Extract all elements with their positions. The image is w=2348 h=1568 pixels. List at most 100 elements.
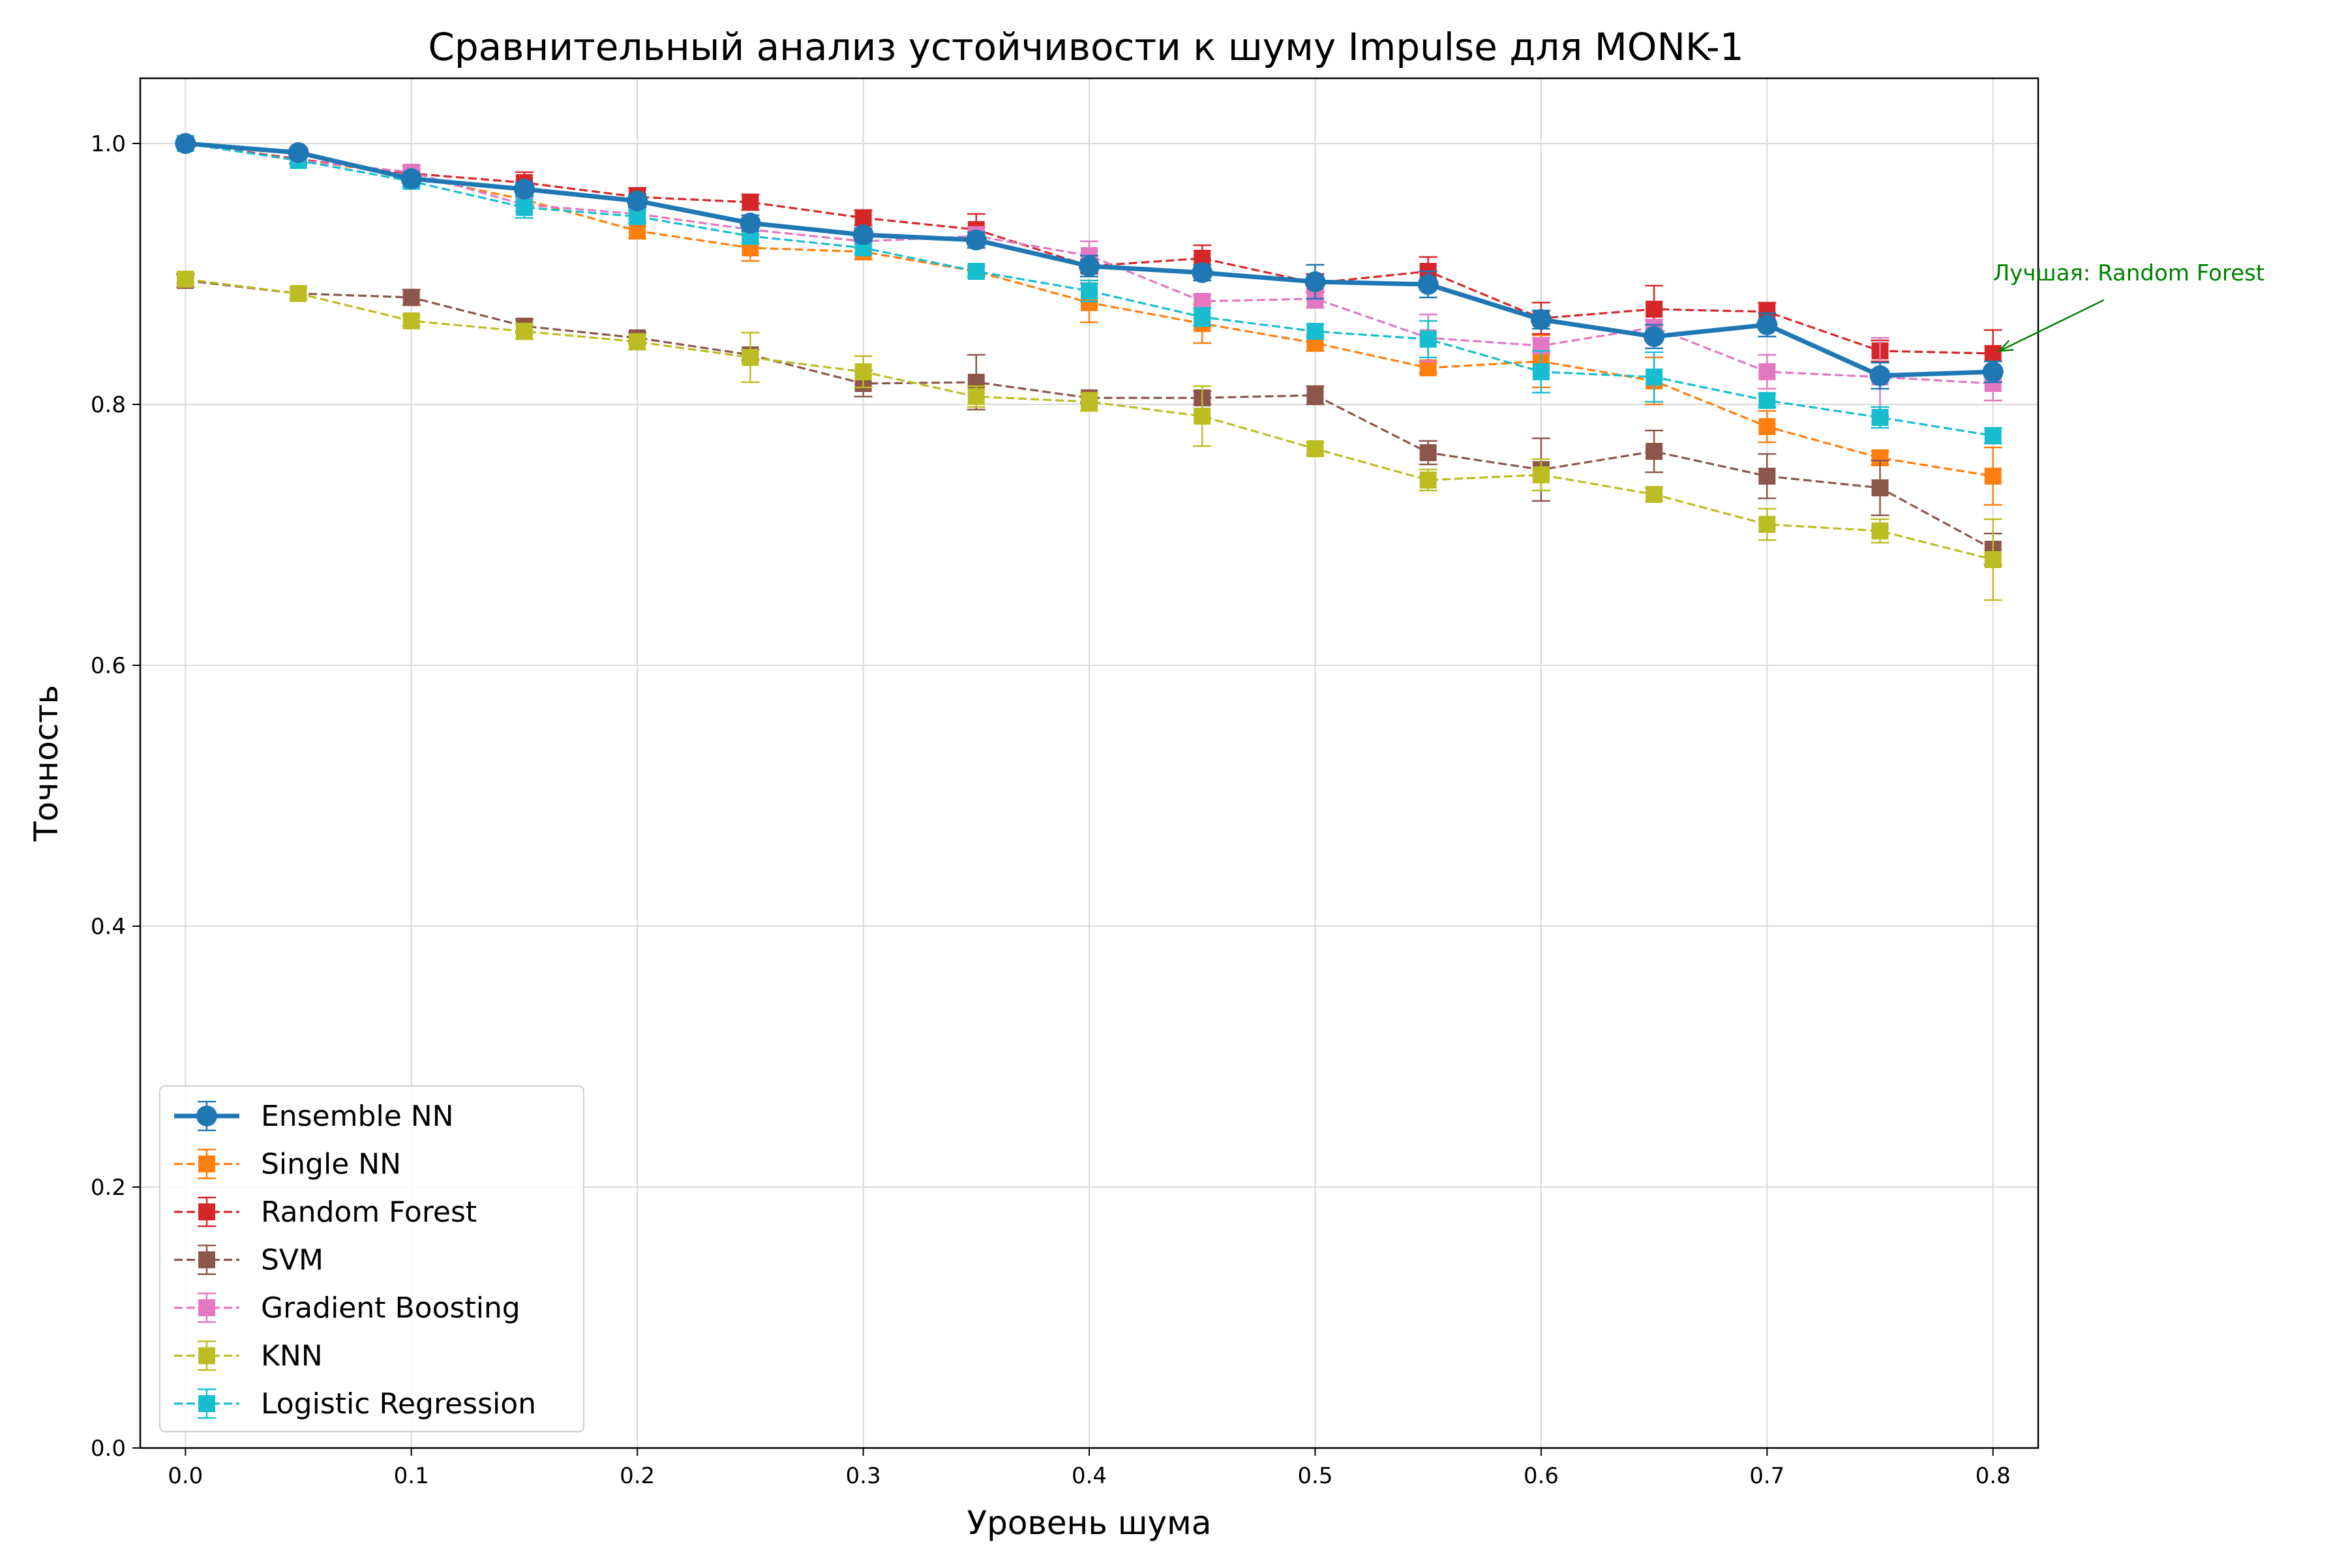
data-point [1871, 479, 1889, 496]
legend-label: Logistic Regression [261, 1387, 536, 1421]
legend-marker [198, 1251, 215, 1269]
legend-label: Single NN [261, 1148, 401, 1181]
series-ensemble-nn [175, 133, 2004, 390]
legend-marker [198, 1395, 215, 1412]
data-point [1530, 309, 1552, 330]
data-point [1419, 331, 1437, 348]
annotation: Лучшая: Random Forest [1993, 260, 2265, 352]
data-point [965, 230, 987, 250]
data-point [1982, 361, 2004, 382]
data-point [1079, 256, 1100, 277]
legend: Ensemble NN Single NN Random Forest SVM Grad… [159, 1085, 584, 1432]
legend-item: Random Forest [174, 1196, 477, 1229]
series-line [185, 278, 1994, 561]
data-point [175, 133, 196, 154]
data-point [177, 271, 194, 288]
data-point [515, 199, 533, 216]
chart-title: Сравнительный анализ устойчивости к шуму… [428, 25, 1743, 69]
data-point [1306, 440, 1324, 457]
y-tick-label: 0.2 [91, 1175, 126, 1201]
data-point [742, 194, 759, 211]
data-point [1646, 486, 1663, 503]
x-tick-label: 0.0 [168, 1463, 203, 1489]
data-point [1984, 468, 2002, 485]
y-tick-label: 0.8 [91, 392, 126, 418]
data-point [1417, 274, 1439, 295]
series-knn [176, 271, 2002, 601]
legend-item: Gradient Boosting [174, 1291, 520, 1325]
data-point [1646, 301, 1663, 318]
data-point [1984, 427, 2002, 444]
legend-box [159, 1085, 584, 1432]
data-point [1869, 365, 1891, 386]
data-point [1306, 387, 1324, 404]
data-point [402, 289, 420, 306]
data-point [629, 222, 646, 239]
y-axis-label: Точность [27, 685, 65, 842]
data-point [1644, 326, 1665, 347]
data-point [1758, 516, 1776, 533]
y-tick-label: 1.0 [91, 131, 126, 157]
annotation-arrowhead [1997, 340, 2014, 352]
data-point [627, 190, 648, 211]
data-point [1192, 262, 1213, 283]
data-point [1194, 293, 1211, 310]
data-point [1081, 282, 1098, 299]
data-point [400, 168, 422, 189]
data-point [515, 323, 533, 340]
data-point [290, 285, 307, 302]
y-tick-label: 0.0 [91, 1436, 126, 1462]
legend-label: Ensemble NN [261, 1100, 454, 1133]
data-point [1306, 323, 1324, 340]
legend-marker [198, 1203, 215, 1220]
data-point [1646, 369, 1663, 385]
legend-label: SVM [261, 1244, 324, 1277]
legend-label: Gradient Boosting [261, 1291, 520, 1325]
data-point [288, 142, 309, 163]
x-tick-label: 0.2 [620, 1463, 655, 1489]
data-point [1758, 418, 1776, 435]
data-point [967, 263, 985, 280]
x-tick-label: 0.4 [1072, 1463, 1107, 1489]
data-point [1871, 409, 1889, 426]
legend-marker [198, 1155, 215, 1173]
data-point [1304, 271, 1326, 292]
y-tick-label: 0.4 [91, 914, 126, 940]
data-point [1984, 551, 2002, 568]
data-point [1194, 309, 1211, 325]
x-tick-label: 0.7 [1749, 1463, 1784, 1489]
data-point [1532, 363, 1550, 380]
axis-ticks: 0.0 0.1 0.2 0.3 0.4 0.5 0.6 0.7 0.8 0.0 0.2 0.4 0.6 0… [91, 131, 2011, 1489]
data-point [854, 363, 872, 380]
legend-item: Ensemble NN [174, 1100, 454, 1133]
legend-marker [196, 1106, 217, 1126]
y-tick-label: 0.6 [91, 653, 126, 679]
legend-label: Random Forest [261, 1196, 477, 1229]
x-tick-label: 0.3 [846, 1463, 881, 1489]
data-point [1984, 345, 2002, 362]
x-tick-label: 0.6 [1524, 1463, 1559, 1489]
data-point [1871, 522, 1889, 539]
series-layer [175, 133, 2004, 601]
data-point [629, 333, 646, 350]
data-point [852, 224, 874, 245]
series-line [185, 142, 1993, 437]
legend-item: KNN [174, 1340, 323, 1373]
annotation-arrow [1999, 299, 2105, 352]
series-line [185, 279, 1994, 550]
x-axis-label: Уровень шума [967, 1504, 1212, 1542]
data-point [967, 388, 985, 405]
x-tick-label: 0.8 [1976, 1463, 2011, 1489]
data-point [1758, 468, 1776, 485]
data-point [1419, 444, 1437, 461]
data-point [1532, 466, 1550, 483]
data-point [1081, 393, 1098, 410]
annotation-label: Лучшая: Random Forest [1993, 260, 2265, 286]
legend-label: KNN [261, 1340, 323, 1373]
legend-item: SVM [174, 1244, 324, 1277]
x-tick-label: 0.1 [394, 1463, 429, 1489]
data-point [1194, 408, 1211, 425]
data-point [513, 179, 535, 200]
